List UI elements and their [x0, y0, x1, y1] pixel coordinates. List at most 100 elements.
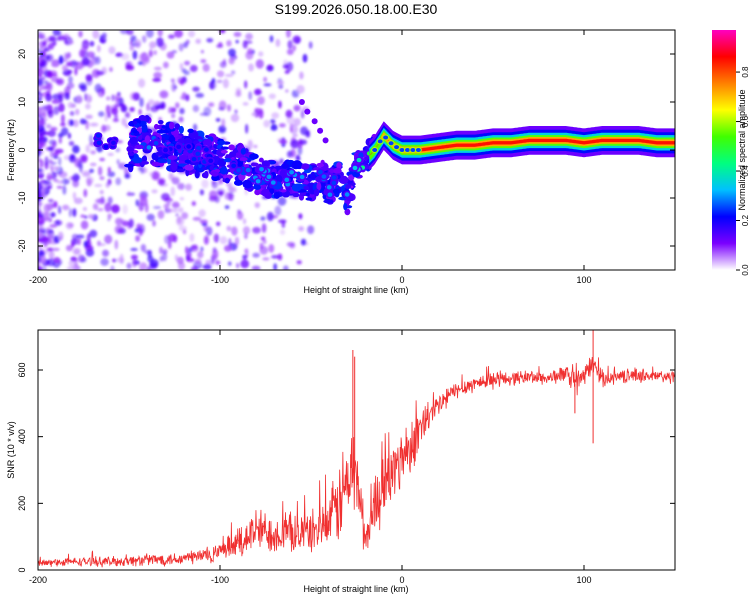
spectrogram-noise-blob	[153, 66, 162, 71]
spectrogram-noise-blob	[53, 201, 58, 209]
spectrogram-noise-blob	[201, 179, 209, 189]
spectrogram-noise-blob	[198, 209, 206, 218]
spectrogram-noise-blob	[94, 56, 101, 65]
spectrogram-hotspot	[321, 174, 327, 179]
spectrogram-noise-blob	[50, 166, 54, 173]
spectrogram-noise-blob	[40, 44, 48, 51]
spectrogram-ridge-dot	[376, 138, 384, 145]
spectrogram-noise-blob	[126, 262, 132, 270]
spectrogram-noise-blob	[185, 39, 190, 45]
spectrogram-noise-blob	[279, 140, 288, 144]
spectrogram-noise-blob	[130, 254, 138, 260]
spectrogram-noise-blob	[229, 187, 237, 193]
spectrogram-noise-blob	[247, 139, 253, 150]
spectrogram-noise-blob	[50, 126, 58, 132]
spectrogram-noise-blob	[149, 172, 153, 177]
spectrogram-noise-blob	[38, 198, 41, 203]
spectrogram-noise-blob	[242, 218, 247, 225]
spectrogram-ridge-blob	[216, 140, 226, 146]
spectrogram-noise-blob	[164, 234, 170, 244]
spectrogram-ridge-blob	[281, 163, 290, 169]
spectrogram-noise-blob	[157, 210, 165, 220]
spectrogram-noise-blob	[293, 117, 301, 126]
spectrogram-noise-blob	[58, 137, 62, 144]
spectrogram-noise-blob	[151, 170, 160, 181]
spectrogram-noise-blob	[112, 118, 120, 123]
spectrogram-noise-blob	[235, 87, 242, 94]
spectrogram-noise-blob	[62, 66, 69, 72]
spectrogram-noise-blob	[68, 140, 75, 147]
spectrogram-noise-blob	[69, 111, 75, 116]
spectrogram-noise-blob	[271, 254, 280, 259]
spectrogram-noise-blob	[125, 64, 135, 71]
spectrogram-hotspot	[163, 147, 168, 153]
spectrogram-noise-blob	[259, 242, 264, 250]
spectrogram-noise-blob	[203, 235, 209, 245]
spectrogram-noise-blob	[263, 119, 271, 128]
spectrogram-ridge-blob	[156, 146, 164, 153]
spectrogram-ridge-blob	[133, 120, 138, 125]
spectrogram-noise-blob	[62, 34, 70, 39]
spectrogram-hotspot	[255, 179, 261, 184]
spectrogram-ridge-dot	[387, 140, 395, 147]
spectrogram-noise-blob	[242, 102, 249, 106]
spectrogram-noise-blob	[218, 125, 227, 134]
spectrogram-noise-blob	[138, 108, 142, 116]
spectrogram-noise-blob	[45, 123, 52, 129]
spectrogram-noise-blob	[208, 81, 217, 90]
spectrogram-ridge-blob	[194, 170, 200, 179]
spectrogram-noise-blob	[38, 94, 41, 98]
spectrogram-noise-blob	[124, 111, 131, 119]
spectrogram-noise-blob	[268, 93, 276, 100]
spectrogram-hotspot	[318, 169, 323, 175]
spectrogram-ridge-blob	[132, 129, 138, 134]
spectrogram-noise-blob	[130, 92, 138, 101]
y-tick-label: 600	[17, 362, 27, 377]
spectrogram-noise-blob	[74, 258, 78, 268]
spectrogram-noise-blob	[41, 68, 45, 75]
spectrogram-branch-blob	[311, 118, 318, 125]
colorbar-tick-label: 0.4	[741, 165, 750, 177]
spectrogram-ridge-blob	[242, 179, 252, 188]
spectrogram-noise-blob	[63, 92, 70, 100]
spectrogram-noise-blob	[69, 119, 74, 127]
spectrogram-noise-blob	[55, 78, 65, 86]
spectrogram-ridge-blob	[155, 151, 164, 156]
spectrogram-hotspot	[331, 180, 337, 186]
spectrogram-noise-blob	[48, 35, 56, 42]
spectrogram-noise-blob	[228, 261, 232, 266]
spectrogram-noise-blob	[61, 178, 70, 185]
spectrogram-ridge-blob	[345, 184, 352, 190]
spectrogram-noise-blob	[68, 75, 73, 84]
spectrogram-ridge-blob	[352, 171, 361, 178]
spectrogram-noise-blob	[96, 207, 104, 212]
spectrogram-hotspot	[327, 192, 333, 197]
spectrogram-ridge-blob	[161, 125, 168, 129]
spectrogram-noise-blob	[139, 262, 148, 270]
spectrogram-noise-blob	[179, 107, 185, 115]
spectrogram-noise-blob	[78, 49, 86, 58]
spectrogram-noise-blob	[47, 198, 54, 203]
spectrogram-noise-blob	[134, 39, 142, 49]
spectrogram-noise-blob	[40, 235, 50, 243]
x-tick-label: -200	[29, 275, 47, 285]
spectrogram-noise-blob	[67, 40, 74, 45]
spectrogram-noise-blob	[178, 207, 184, 213]
snr-x-label: Height of straight line (km)	[303, 584, 408, 594]
spectrogram-noise-blob	[47, 109, 54, 119]
spectrogram-noise-blob	[296, 84, 305, 94]
spectrogram-noise-blob	[105, 96, 111, 101]
spectrogram-noise-blob	[159, 90, 169, 99]
spectrogram-noise-blob	[77, 254, 86, 263]
spectrogram-noise-blob	[66, 82, 75, 89]
spectrogram-hotspot	[146, 145, 152, 150]
spectrogram-x-label: Height of straight line (km)	[303, 285, 408, 295]
snr-y-label: SNR (10 * v/v)	[6, 421, 16, 479]
spectrogram-noise-blob	[242, 226, 251, 235]
spectrogram-ridge-blob	[129, 136, 139, 145]
spectrogram-noise-blob	[71, 233, 79, 241]
spectrogram-noise-blob	[57, 205, 62, 215]
spectrogram-ridge-blob	[184, 164, 194, 171]
spectrogram-ridge-blob	[176, 168, 186, 173]
